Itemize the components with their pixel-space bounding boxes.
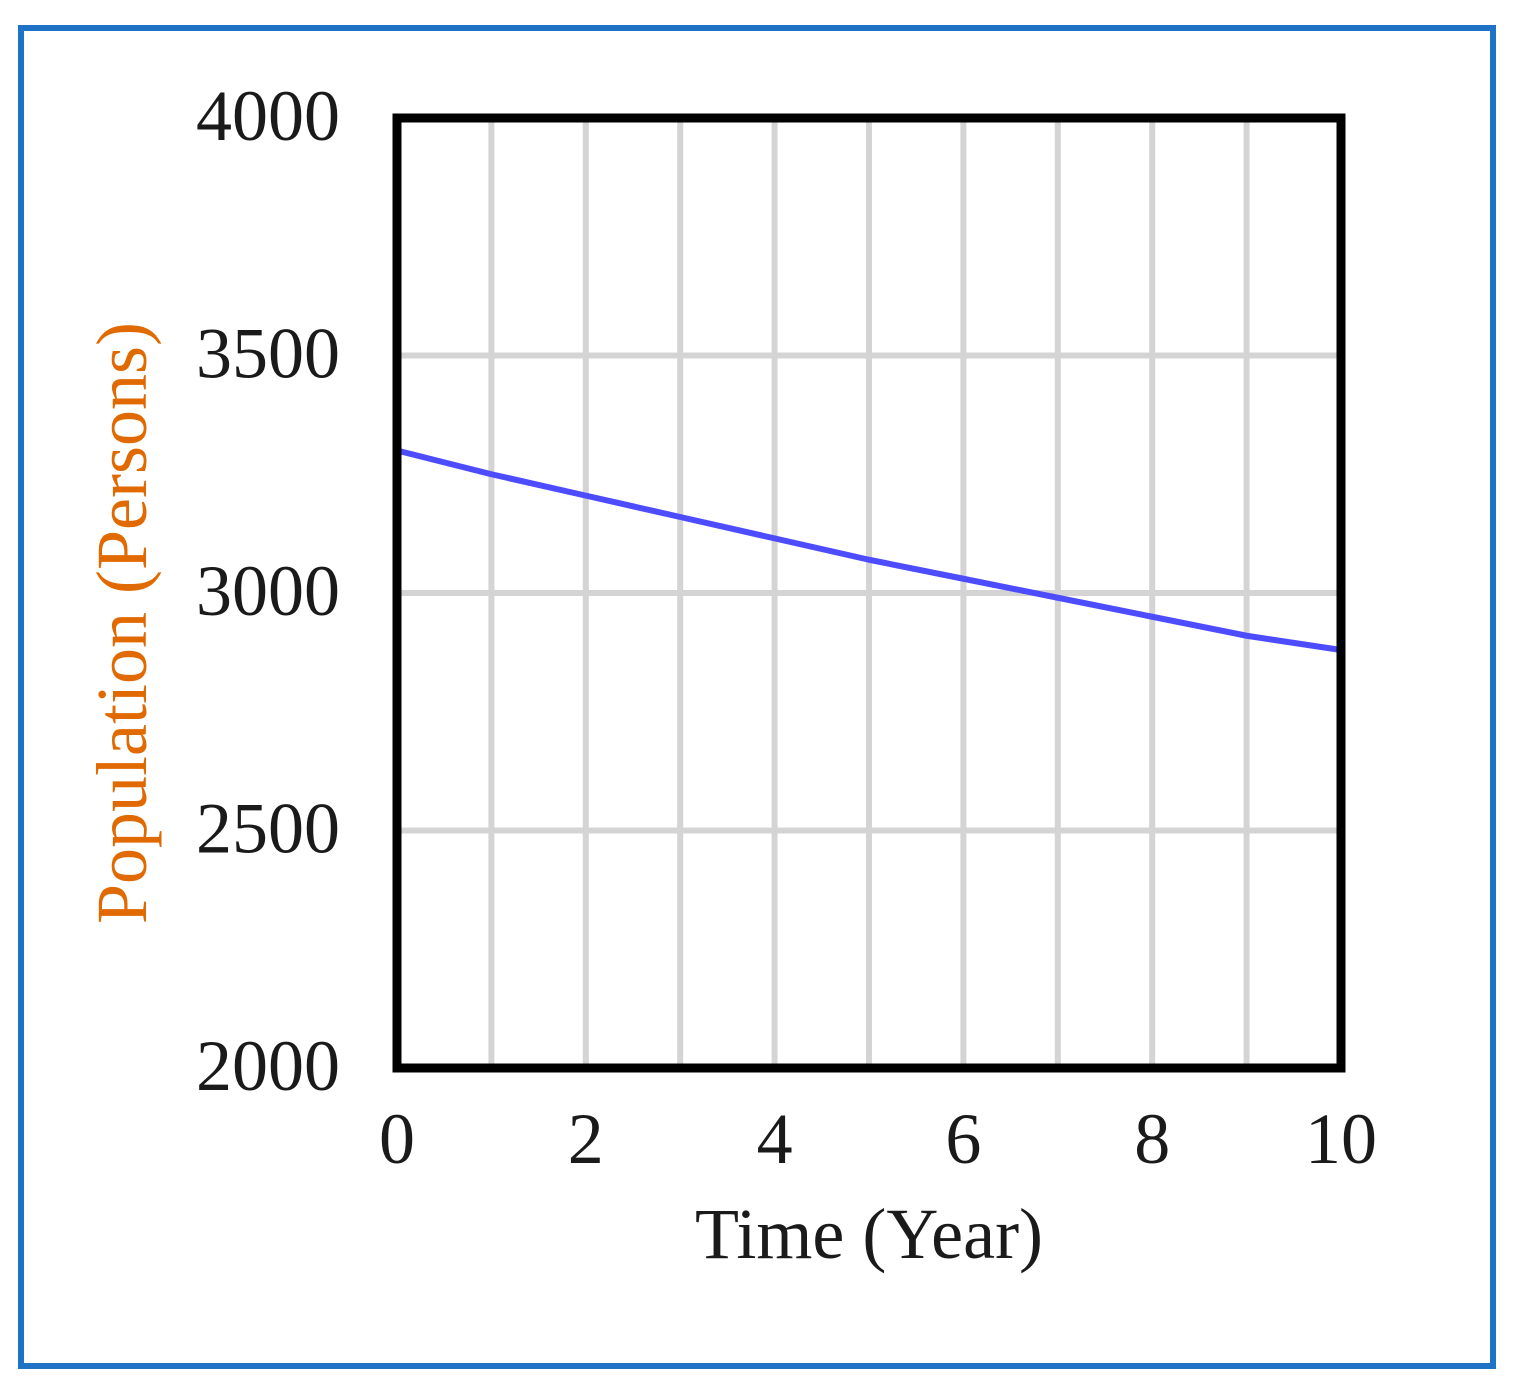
x-tick-label: 10 — [1305, 1099, 1377, 1179]
series-lines — [394, 447, 1344, 653]
x-tick-label: 0 — [379, 1099, 415, 1179]
y-axis-title: Population (Persons) — [82, 322, 162, 924]
y-axis-tick-labels: 2000 2500 3000 3500 4000 — [196, 76, 340, 1106]
x-axis-title: Time (Year) — [695, 1194, 1043, 1274]
plot-area-border — [392, 113, 1346, 1073]
x-tick-label: 6 — [945, 1099, 981, 1179]
x-tick-label: 2 — [568, 1099, 604, 1179]
y-tick-label: 3500 — [196, 314, 340, 394]
y-tick-label: 3000 — [196, 551, 340, 631]
x-tick-label: 8 — [1134, 1099, 1170, 1179]
y-tick-label: 4000 — [196, 76, 340, 156]
x-tick-label: 4 — [757, 1099, 793, 1179]
grid-lines — [397, 118, 1341, 1068]
x-axis-tick-labels: 0 2 4 6 8 10 — [379, 1099, 1377, 1179]
series-line — [394, 447, 1344, 653]
y-tick-label: 2000 — [196, 1026, 340, 1106]
y-tick-label: 2500 — [196, 789, 340, 869]
